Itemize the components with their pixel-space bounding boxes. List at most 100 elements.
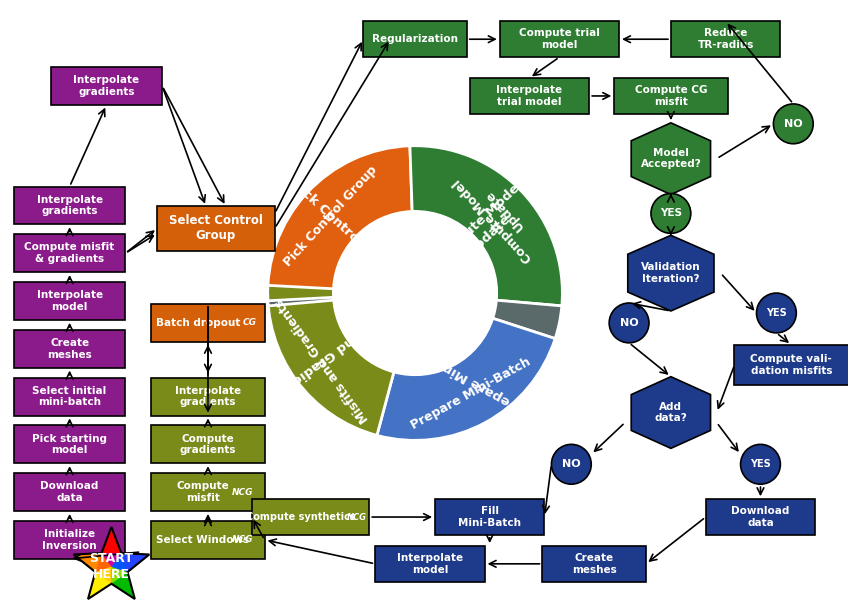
Text: Pick Control Group: Pick Control Group <box>289 177 402 282</box>
Text: Compute synthetics: Compute synthetics <box>246 512 355 522</box>
Polygon shape <box>628 235 714 311</box>
Text: Add
data?: Add data? <box>654 402 688 424</box>
Bar <box>363 21 468 57</box>
Bar <box>150 378 265 416</box>
Text: YES: YES <box>766 308 787 318</box>
Bar <box>671 21 780 57</box>
Text: Regularization: Regularization <box>372 34 458 44</box>
Wedge shape <box>268 297 334 306</box>
Text: Download
data: Download data <box>41 481 99 503</box>
Text: Initialize
Inversion: Initialize Inversion <box>42 529 97 550</box>
Text: Pick starting
model: Pick starting model <box>32 433 107 455</box>
Bar <box>14 473 125 511</box>
Bar <box>614 78 728 114</box>
Text: Reduce
TR-radius: Reduce TR-radius <box>698 28 754 50</box>
Text: NCG: NCG <box>232 488 253 497</box>
Polygon shape <box>111 567 128 584</box>
Text: Misfits and Gradients: Misfits and Gradients <box>273 295 371 425</box>
Polygon shape <box>632 376 711 448</box>
Text: Compute vali-
dation misfits: Compute vali- dation misfits <box>751 354 832 376</box>
Text: Select Windows: Select Windows <box>156 535 250 545</box>
Text: NO: NO <box>562 459 581 470</box>
Wedge shape <box>377 318 555 440</box>
Text: Compute Model
Update: Compute Model Update <box>451 166 547 265</box>
Text: Validation
Iteration?: Validation Iteration? <box>641 262 700 284</box>
Text: Compute Model
Update: Compute Model Update <box>431 179 536 279</box>
Text: Interpolate
trial model: Interpolate trial model <box>496 85 563 107</box>
Circle shape <box>740 444 780 484</box>
Bar <box>375 546 484 582</box>
Text: Prepare Mini-Batch: Prepare Mini-Batch <box>394 335 527 416</box>
Text: NCG: NCG <box>232 535 253 544</box>
Text: Select initial
mini-batch: Select initial mini-batch <box>32 386 107 408</box>
Text: HERE: HERE <box>93 568 130 581</box>
Circle shape <box>552 444 592 484</box>
Bar <box>14 378 125 416</box>
Text: Create
meshes: Create meshes <box>572 553 616 574</box>
Bar <box>14 330 125 368</box>
Text: Interpolate
gradients: Interpolate gradients <box>37 195 103 216</box>
Text: START: START <box>89 552 133 565</box>
Text: Compute CG
misfit: Compute CG misfit <box>635 85 707 107</box>
Bar <box>150 304 265 342</box>
Wedge shape <box>268 285 394 435</box>
Text: Interpolate
gradients: Interpolate gradients <box>73 75 139 97</box>
Text: Compute
misfit: Compute misfit <box>177 481 230 503</box>
Bar <box>14 186 125 224</box>
Bar <box>14 234 125 272</box>
Bar <box>150 473 265 511</box>
Text: Misfits and Gradients: Misfits and Gradients <box>270 296 408 401</box>
Text: YES: YES <box>750 459 771 470</box>
Text: Fill
Mini-Batch: Fill Mini-Batch <box>458 506 521 528</box>
Text: Interpolate
gradients: Interpolate gradients <box>175 386 241 408</box>
Bar <box>51 67 162 105</box>
Polygon shape <box>111 567 135 599</box>
Text: Interpolate
model: Interpolate model <box>37 290 103 312</box>
Bar <box>14 282 125 320</box>
Polygon shape <box>111 553 150 572</box>
Circle shape <box>651 194 691 234</box>
Polygon shape <box>101 553 122 567</box>
Circle shape <box>774 104 813 143</box>
Circle shape <box>333 211 496 375</box>
Polygon shape <box>95 567 111 584</box>
Text: Download
data: Download data <box>731 506 790 528</box>
Polygon shape <box>95 553 111 572</box>
Bar <box>150 521 265 559</box>
Wedge shape <box>493 300 562 338</box>
Bar <box>252 499 369 535</box>
Text: NCG: NCG <box>348 512 367 522</box>
Circle shape <box>609 303 649 343</box>
Text: Select Control
Group: Select Control Group <box>169 215 263 242</box>
Polygon shape <box>101 527 122 567</box>
Text: YES: YES <box>660 208 682 218</box>
Wedge shape <box>410 146 563 306</box>
Polygon shape <box>111 553 128 572</box>
Text: Batch dropout: Batch dropout <box>156 318 241 328</box>
Bar <box>14 521 125 559</box>
Text: Interpolate
model: Interpolate model <box>397 553 463 574</box>
Bar <box>500 21 619 57</box>
Bar <box>470 78 589 114</box>
Text: Model
Accepted?: Model Accepted? <box>641 148 701 169</box>
Text: CG: CG <box>243 318 257 327</box>
Wedge shape <box>268 146 412 301</box>
Bar <box>157 206 275 251</box>
Text: Pick Control Group: Pick Control Group <box>281 163 380 268</box>
Text: NO: NO <box>620 318 638 328</box>
Polygon shape <box>88 567 111 599</box>
Polygon shape <box>632 123 711 194</box>
Text: Compute trial
model: Compute trial model <box>519 28 600 50</box>
Circle shape <box>756 293 796 333</box>
Text: Compute misfit
& gradients: Compute misfit & gradients <box>25 243 115 264</box>
Polygon shape <box>74 553 111 572</box>
Text: Create
meshes: Create meshes <box>48 338 92 360</box>
Bar <box>706 499 815 535</box>
Text: Compute
gradients: Compute gradients <box>179 433 236 455</box>
Bar <box>542 546 647 582</box>
Bar <box>150 425 265 463</box>
Bar <box>14 425 125 463</box>
Bar <box>734 345 848 384</box>
Text: Prepare Mini-Batch: Prepare Mini-Batch <box>408 355 533 432</box>
Text: NO: NO <box>784 119 802 129</box>
